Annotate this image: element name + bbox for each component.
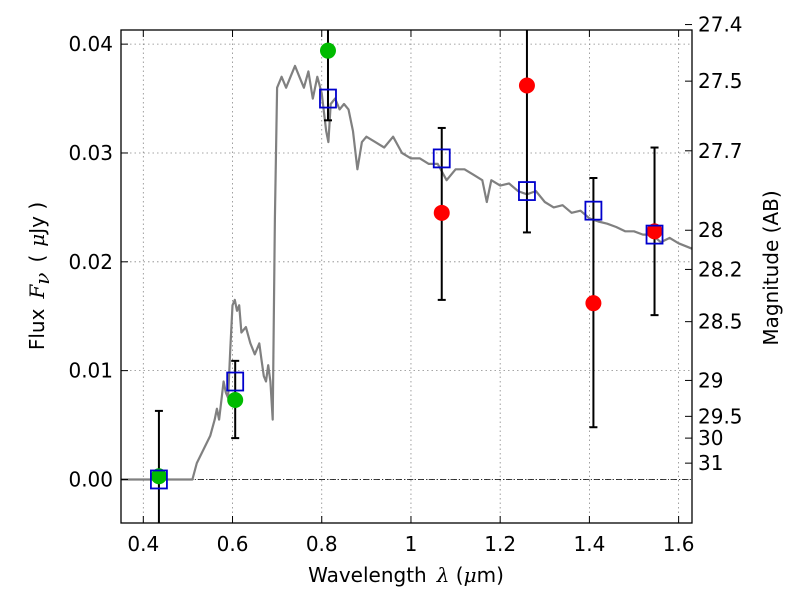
detection-point: [227, 392, 244, 409]
ticks: 0.4 0.6 0.8 1 1.2 1.4 1.6 0.00 0.01 0.02 0.03 0.04 2…: [68, 13, 742, 556]
x-tick-label: 1.2: [484, 532, 516, 556]
x-tick-label: 1.6: [663, 532, 695, 556]
x-tick-label: 1: [405, 532, 418, 556]
y2-tick-label: 29: [698, 368, 723, 392]
upper-limit-point: [433, 204, 450, 221]
y2-tick-label: 28: [698, 218, 723, 242]
detection-point: [319, 42, 336, 59]
y-axis-label: FluxFν(μJy ): [25, 202, 54, 350]
model-photometry-square: [518, 181, 536, 201]
y2-tick-label: 27.7: [698, 139, 743, 163]
upper-limit-point: [585, 295, 602, 312]
y-tick-label: 0.00: [68, 467, 113, 491]
y-tick-label: 0.04: [68, 32, 113, 56]
y2-tick-label: 31: [698, 451, 723, 475]
y2-tick-label: 27.4: [698, 13, 743, 37]
model-photometry-square: [432, 148, 451, 169]
model-photometry-square: [150, 469, 168, 490]
y-tick-label: 0.02: [68, 250, 113, 274]
model-photometry-square: [645, 224, 664, 245]
model-photometry-square: [226, 371, 245, 392]
x-axis-label: Wavelength λ (μm): [308, 563, 504, 587]
y-tick-label: 0.01: [68, 359, 113, 383]
y2-tick-label: 28.5: [698, 310, 743, 334]
y2-axis-label: Magnitude (AB): [759, 190, 783, 345]
y2-tick-label: 30: [698, 426, 723, 450]
plot-frame: [120, 29, 693, 524]
y2-tick-label: 27.5: [698, 69, 743, 93]
plot-area: [121, 30, 693, 523]
sed-model-line: [121, 64, 693, 481]
model-photometry-square: [319, 88, 337, 109]
model-photometry-square: [584, 200, 603, 221]
upper-limit-point: [518, 77, 535, 94]
x-tick-label: 0.6: [217, 532, 249, 556]
grid: [121, 30, 692, 523]
x-tick-label: 1.4: [573, 532, 605, 556]
y-tick-label: 0.03: [68, 141, 113, 165]
x-tick-label: 0.8: [306, 532, 338, 556]
x-tick-label: 0.4: [127, 532, 159, 556]
y2-tick-label: 29.5: [698, 404, 743, 428]
y2-tick-label: 28.2: [698, 257, 743, 281]
